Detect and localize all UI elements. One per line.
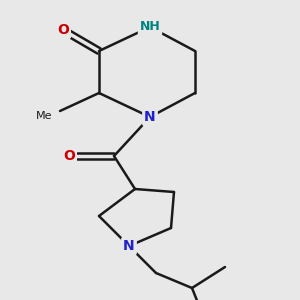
Text: NH: NH bbox=[140, 20, 160, 34]
Text: N: N bbox=[123, 239, 135, 253]
Text: N: N bbox=[144, 110, 156, 124]
Text: Me: Me bbox=[36, 110, 52, 121]
Text: O: O bbox=[57, 23, 69, 37]
Text: O: O bbox=[63, 149, 75, 163]
